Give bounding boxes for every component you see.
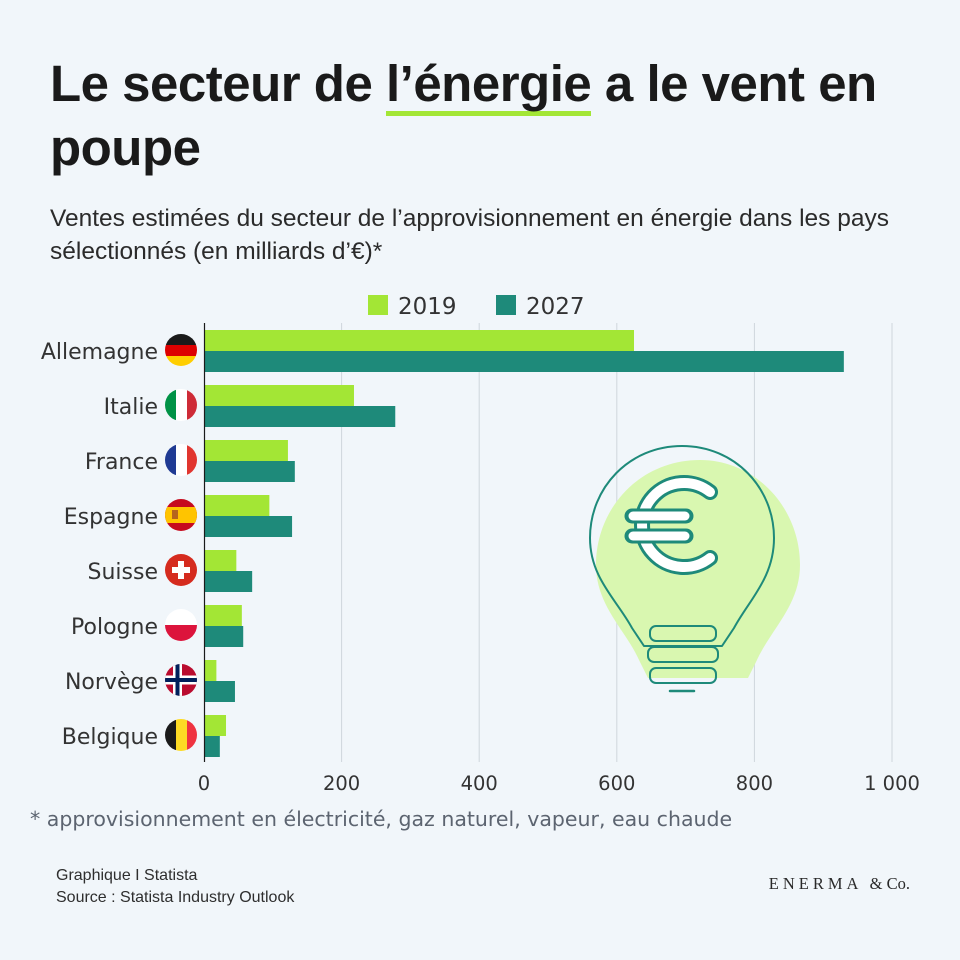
bar-2027-norvège [204, 681, 235, 702]
x-tick-label: 0 [198, 772, 210, 795]
x-tick-label: 400 [461, 772, 498, 795]
flag-belgium-icon [165, 719, 197, 751]
credit-graphic: Graphique I Statista [56, 867, 198, 884]
flag-france-icon [165, 444, 197, 476]
category-label: Suisse [88, 560, 158, 585]
bar-2027-italie [204, 406, 396, 427]
bar-2027-france [204, 461, 295, 482]
credit-source: Source : Statista Industry Outlook [56, 889, 295, 906]
legend-label-2027: 2027 [526, 294, 585, 320]
footnote: * approvisionnement en électricité, gaz … [30, 807, 733, 831]
bar-2027-belgique [204, 736, 220, 757]
bars [204, 330, 844, 757]
title-part-2: a le vent en poupe [50, 55, 877, 176]
chart-subtitle: Ventes estimées du secteur de l’approvis… [50, 205, 889, 265]
brand-logo: ENERMA & Co. [769, 874, 910, 894]
legend: 2019 2027 [368, 294, 585, 320]
category-label: Norvège [65, 670, 158, 695]
flag-poland-icon [165, 609, 197, 641]
category-label: France [85, 450, 158, 475]
x-tick-label: 800 [736, 772, 773, 795]
bar-2019-france [204, 440, 288, 461]
flag-spain-icon [165, 499, 197, 531]
bar-2019-belgique [204, 715, 227, 736]
category-label: Pologne [71, 615, 158, 640]
category-labels: Allemagne Italie France Espagne Suisse Pologn… [41, 340, 158, 750]
flag-switzerland-icon [165, 554, 197, 586]
title-part-1: Le secteur de [50, 55, 386, 112]
x-tick-labels: 0 200 400 600 800 1 000 [198, 772, 920, 795]
bar-2019-allemagne [204, 330, 634, 351]
category-label: Italie [104, 395, 158, 420]
category-label: Belgique [62, 725, 158, 750]
legend-swatch-2027 [496, 295, 516, 315]
flag-norway-icon [165, 664, 197, 696]
bar-2019-norvège [204, 660, 217, 681]
bar-2027-allemagne [204, 351, 844, 372]
credits: Graphique I Statista Source : Statista I… [56, 865, 294, 909]
bar-chart: 2019 2027 Allemagne Italie France Espagne Su… [41, 294, 920, 795]
bar-2019-italie [204, 385, 354, 406]
bar-2027-pologne [204, 626, 244, 647]
bar-2019-pologne [204, 605, 242, 626]
legend-label-2019: 2019 [398, 294, 457, 320]
x-tick-label: 200 [323, 772, 360, 795]
title-highlight: l’énergie [385, 58, 592, 116]
flag-italy-icon [165, 389, 197, 421]
legend-swatch-2019 [368, 295, 388, 315]
bar-2019-espagne [204, 495, 270, 516]
lightbulb-euro-icon [589, 445, 800, 693]
bar-2027-suisse [204, 571, 253, 592]
chart-title: Le secteur de l’énergie a le vent en pou… [50, 52, 910, 180]
x-tick-label: 600 [598, 772, 635, 795]
bar-2027-espagne [204, 516, 293, 537]
brand-suffix: & Co. [869, 874, 910, 893]
flag-germany-icon [165, 334, 197, 366]
category-label: Espagne [64, 505, 158, 530]
brand-name: ENERMA [768, 874, 862, 893]
bar-2019-suisse [204, 550, 237, 571]
x-tick-label: 1 000 [864, 772, 920, 795]
category-label: Allemagne [41, 340, 158, 365]
